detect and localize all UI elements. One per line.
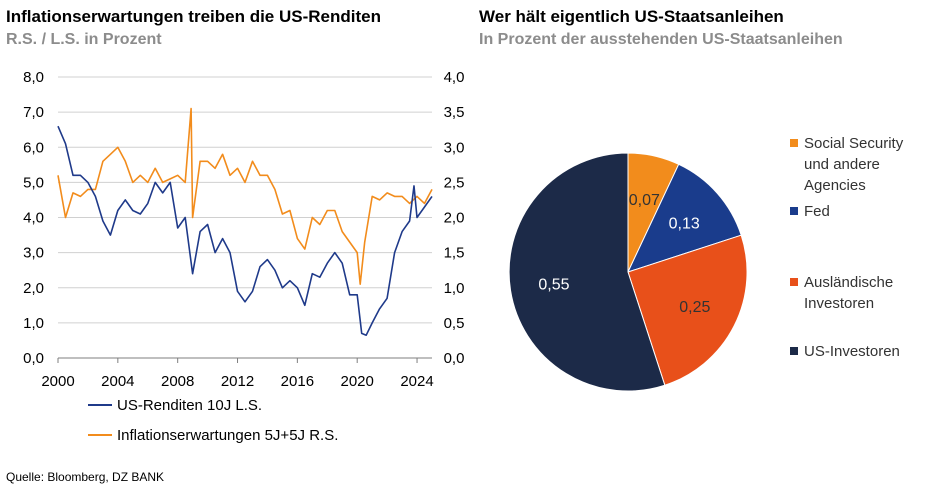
series-line-us-renditen — [57, 125, 433, 336]
x-tick-label: 2020 — [341, 373, 374, 390]
legend-swatch — [790, 347, 798, 355]
legend-swatch — [790, 207, 798, 215]
y-left-tick-label: 2,0 — [23, 280, 44, 297]
pie-data-label: 0,25 — [679, 299, 710, 316]
left-chart-subtitle: R.S. / L.S. in Prozent — [6, 31, 162, 48]
x-tick-label: 2024 — [400, 373, 433, 390]
series-line-inflationserwartungen — [57, 107, 433, 285]
y-left-tick-label: 6,0 — [23, 139, 44, 156]
source-note: Quelle: Bloomberg, DZ BANK — [6, 470, 165, 484]
y-right-tick-label: 0,5 — [444, 315, 465, 332]
pie-chart: 0,07 Social Security und andere Agencies 0,1… — [508, 135, 904, 392]
x-tick-label: 2008 — [161, 373, 194, 390]
legend-swatch — [790, 278, 798, 286]
legend-label: US-Renditen 10J L.S. — [117, 397, 262, 414]
legend-label: Investoren — [804, 295, 874, 312]
y-right-tick-label: 2,5 — [444, 174, 465, 191]
pie-slice — [508, 152, 666, 392]
y-left-tick-label: 0,0 — [23, 350, 44, 367]
legend-label: und andere — [804, 156, 880, 173]
y-left-tick-label: 4,0 — [23, 210, 44, 227]
y-left-tick-label: 7,0 — [23, 104, 44, 121]
right-chart-title: Wer hält eigentlich US-Staatsanleihen — [479, 7, 784, 26]
y-right-tick-label: 4,0 — [444, 69, 465, 86]
pie-slice — [627, 234, 748, 386]
y-right-tick-label: 3,5 — [444, 104, 465, 121]
legend-label: Fed — [804, 203, 830, 220]
legend-label: Ausländische — [804, 274, 893, 291]
pie-slice — [627, 163, 742, 273]
y-right-tick-label: 0,0 — [444, 350, 465, 367]
legend-label: US-Investoren — [804, 343, 900, 360]
x-tick-label: 2016 — [281, 373, 314, 390]
y-right-tick-label: 1,5 — [444, 245, 465, 262]
legend-label: Inflationserwartungen 5J+5J R.S. — [117, 427, 338, 444]
y-left-tick-label: 8,0 — [23, 69, 44, 86]
y-left-tick-label: 1,0 — [23, 315, 44, 332]
left-chart-title: Inflationserwartungen treiben die US-Ren… — [6, 7, 381, 26]
legend-label: Agencies — [804, 177, 866, 194]
pie-data-label: 0,07 — [629, 192, 660, 209]
pie-data-label: 0,13 — [669, 215, 700, 232]
x-tick-label: 2004 — [101, 373, 134, 390]
line-chart: 0,0 1,0 2,0 3,0 4,0 5,0 6,0 7,0 8,0 0,0 0,5 1,0 1,5 2… — [23, 69, 465, 444]
right-chart-subtitle: In Prozent der ausstehenden US-Staatsanl… — [479, 31, 843, 48]
x-tick-label: 2000 — [41, 373, 74, 390]
y-right-tick-label: 1,0 — [444, 280, 465, 297]
y-left-tick-label: 3,0 — [23, 245, 44, 262]
legend-swatch — [790, 139, 798, 147]
y-right-tick-label: 2,0 — [444, 210, 465, 227]
y-right-tick-label: 3,0 — [444, 139, 465, 156]
x-tick-label: 2012 — [221, 373, 254, 390]
legend-label: Social Security — [804, 135, 904, 152]
y-left-tick-label: 5,0 — [23, 174, 44, 191]
pie-data-label: 0,55 — [538, 277, 569, 294]
